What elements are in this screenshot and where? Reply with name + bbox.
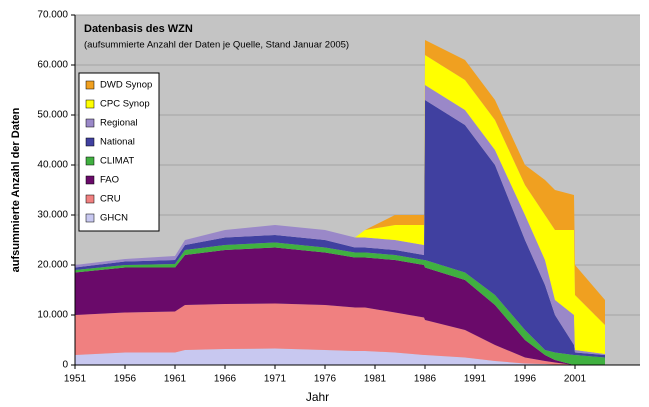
legend-swatch bbox=[85, 80, 95, 90]
chart-subtitle: (aufsummierte Anzahl der Daten je Quelle… bbox=[84, 40, 349, 51]
x-tick-label: 1991 bbox=[464, 374, 487, 385]
legend-swatch bbox=[85, 175, 95, 185]
x-tick-label: 2001 bbox=[564, 374, 587, 385]
x-tick-label: 1966 bbox=[214, 374, 237, 385]
legend-swatch bbox=[85, 213, 95, 223]
legend-label: CLIMAT bbox=[100, 156, 134, 167]
y-tick-label: 0 bbox=[62, 360, 68, 371]
legend-swatch bbox=[85, 99, 95, 109]
y-tick-label: 50.000 bbox=[37, 110, 68, 121]
x-tick-label: 1981 bbox=[364, 374, 387, 385]
legend-box bbox=[78, 72, 160, 232]
chart-title: Datenbasis des WZN bbox=[84, 23, 193, 35]
x-axis-title: Jahr bbox=[306, 390, 329, 404]
x-tick-label: 1976 bbox=[314, 374, 337, 385]
y-tick-label: 60.000 bbox=[37, 60, 68, 71]
legend-label: CPC Synop bbox=[100, 99, 150, 110]
legend-swatch bbox=[85, 137, 95, 147]
area bbox=[75, 242, 605, 365]
legend-label: Regional bbox=[100, 118, 138, 129]
x-tick-label: 1956 bbox=[114, 374, 137, 385]
y-tick-label: 30.000 bbox=[37, 210, 68, 221]
area bbox=[75, 348, 605, 365]
area bbox=[75, 247, 605, 365]
x-tick-label: 1951 bbox=[64, 374, 87, 385]
x-tick-label: 1961 bbox=[164, 374, 187, 385]
legend-label: GHCN bbox=[100, 213, 128, 224]
y-tick-label: 20.000 bbox=[37, 260, 68, 271]
y-axis-title: aufsummierte Anzahl der Daten bbox=[10, 107, 22, 272]
area bbox=[75, 100, 605, 358]
legend-label: FAO bbox=[100, 175, 119, 186]
x-tick-label: 1986 bbox=[414, 374, 437, 385]
y-tick-label: 40.000 bbox=[37, 160, 68, 171]
legend-label: DWD Synop bbox=[100, 80, 152, 91]
y-tick-label: 10.000 bbox=[37, 310, 68, 321]
legend-swatch bbox=[85, 156, 95, 166]
legend-label: National bbox=[100, 137, 135, 148]
y-tick-label: 70.000 bbox=[37, 10, 68, 21]
x-tick-label: 1971 bbox=[264, 374, 287, 385]
legend-swatch bbox=[85, 118, 95, 128]
legend-swatch bbox=[85, 194, 95, 204]
x-tick-label: 1996 bbox=[514, 374, 537, 385]
area bbox=[75, 303, 605, 365]
legend-label: CRU bbox=[100, 194, 121, 205]
